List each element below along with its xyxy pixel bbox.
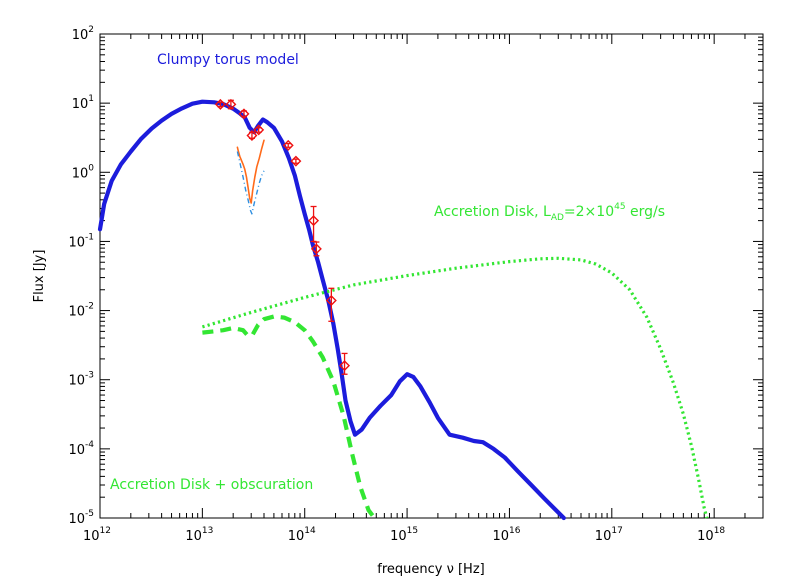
data-point [238, 108, 250, 120]
diamond-marker [246, 130, 258, 142]
y-tick-label: 102 [72, 25, 94, 43]
y-tick-label: 10-3 [68, 371, 94, 389]
y-tick-exp: 2 [88, 25, 94, 35]
x-tick-base: 10 [185, 529, 202, 544]
x-tick-base: 10 [288, 529, 305, 544]
y-tick-label: 101 [72, 94, 94, 112]
y-axis-label: Flux [Jy] [32, 250, 47, 303]
x-tick-exp: 17 [611, 526, 622, 536]
x-axis-label: frequency ν [Hz] [377, 562, 484, 577]
y-tick-base: 10 [68, 512, 85, 527]
y-tick-base: 10 [68, 235, 85, 250]
x-tick-exp: 15 [407, 526, 418, 536]
series-silicate-model [236, 151, 265, 215]
accretion-disk-label: Accretion Disk, LAD=2×1045 erg/s [434, 202, 665, 223]
diamond-marker [253, 124, 265, 136]
y-tick-exp: 0 [88, 163, 94, 173]
x-tick-base: 10 [390, 529, 407, 544]
x-tick-exp: 14 [304, 526, 316, 536]
data-point [214, 98, 226, 110]
y-tick-exp: -1 [85, 232, 94, 242]
y-tick-base: 10 [72, 166, 89, 181]
x-tick-exp: 13 [202, 526, 213, 536]
diamond-marker [290, 155, 302, 167]
accretion-disk-label-sub: AD [551, 213, 564, 223]
accretion-disk-label-prefix: Accretion Disk, L [434, 204, 551, 220]
accretion-disk-label-eq: =2×10 [564, 204, 614, 220]
series-accretion-disk-obscuration [202, 314, 377, 520]
data-point [325, 287, 337, 322]
series-layer [97, 99, 709, 521]
x-tick-label: 1016 [492, 526, 520, 544]
y-tick-exp: -2 [85, 302, 94, 312]
x-tick-base: 10 [595, 529, 612, 544]
diamond-marker [282, 139, 294, 151]
diamond-marker [325, 294, 337, 306]
diamond-marker [339, 360, 351, 372]
x-tick-label: 1015 [390, 526, 418, 544]
plot-frame [99, 33, 764, 519]
axis-ticks: 1012 1013 1014 1015 1016 1017 101810210110010-… [68, 25, 764, 544]
x-tick-base: 10 [697, 529, 714, 544]
series-accretion-disk [201, 256, 709, 519]
y-tick-label: 100 [72, 163, 95, 181]
y-tick-base: 10 [72, 97, 89, 112]
x-tick-label: 1012 [83, 526, 111, 544]
x-tick-base: 10 [83, 529, 100, 544]
data-point [246, 130, 258, 142]
y-tick-exp: -3 [85, 371, 94, 381]
x-tick-label: 1014 [288, 526, 316, 544]
y-tick-exp: -4 [85, 440, 94, 450]
x-tick-label: 1013 [185, 526, 213, 544]
y-tick-exp: 1 [88, 94, 94, 104]
accretion-obscuration-label: Accretion Disk + obscuration [110, 477, 313, 493]
x-tick-label: 1018 [697, 526, 725, 544]
data-point [282, 139, 294, 151]
accretion-disk-label-unit: erg/s [626, 204, 665, 220]
data-point [290, 155, 302, 167]
data-point [310, 241, 322, 257]
x-tick-exp: 18 [714, 526, 726, 536]
clumpy-torus-label: Clumpy torus model [157, 52, 299, 68]
data-point [253, 124, 265, 136]
diamond-marker [308, 215, 320, 227]
x-tick-base: 10 [492, 529, 509, 544]
diamond-marker [225, 98, 237, 110]
y-tick-base: 10 [68, 374, 85, 389]
y-tick-label: 10-5 [68, 509, 94, 527]
accretion-disk-label-exp: 45 [614, 202, 625, 212]
y-tick-base: 10 [68, 305, 85, 320]
y-tick-label: 10-1 [68, 232, 94, 250]
x-tick-label: 1017 [595, 526, 623, 544]
diamond-marker [310, 243, 322, 255]
data-points [214, 98, 351, 375]
series-irs-spectrum [236, 139, 265, 204]
x-tick-exp: 16 [509, 526, 521, 536]
y-tick-exp: -5 [85, 509, 94, 519]
diamond-marker [238, 108, 250, 120]
y-tick-label: 10-4 [68, 440, 94, 458]
x-tick-exp: 12 [100, 526, 111, 536]
y-tick-label: 10-2 [68, 302, 94, 320]
data-point [225, 98, 237, 110]
y-tick-base: 10 [72, 28, 89, 43]
y-tick-base: 10 [68, 443, 85, 458]
data-point [339, 352, 351, 375]
diamond-marker [214, 98, 226, 110]
